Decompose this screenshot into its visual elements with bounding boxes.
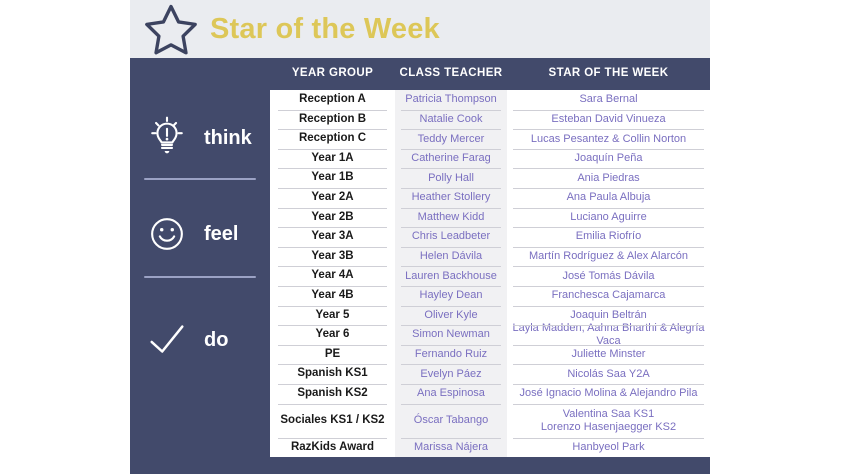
cell-year-group: Year 3B: [270, 246, 395, 267]
cell-year-group: RazKids Award: [270, 437, 395, 458]
checkmark-icon: [150, 325, 184, 353]
page-title: Star of the Week: [210, 12, 440, 45]
cell-star: Nicolás Saa Y2A: [507, 364, 710, 384]
cell-year-group: Spanish KS1: [270, 364, 395, 384]
column-header-star: STAR OF THE WEEK: [548, 67, 669, 79]
cell-star: Juliette Minster: [507, 344, 710, 365]
cell-star: José Tomás Dávila: [507, 266, 710, 286]
lightbulb-icon: [151, 116, 183, 154]
cell-class-teacher: Marissa Nájera: [395, 437, 507, 458]
cell-star: Lucas Pesantez & Collin Norton: [507, 129, 710, 149]
title-bar: Star of the Week: [130, 0, 710, 58]
cell-star: Valentina Saa KS1 Lorenzo Hasenjaegger KS…: [507, 403, 710, 438]
cell-class-teacher: Matthew Kidd: [395, 207, 507, 228]
sidebar-label-do: do: [204, 328, 229, 351]
sidebar-item-think: think: [130, 90, 270, 186]
cell-star: Joaquin Beltrán: [507, 305, 710, 326]
cell-star: Layla Madden, Aahna Bharthi & Alegría Va…: [507, 322, 710, 347]
cell-year-group: Spanish KS2: [270, 383, 395, 404]
cell-year-group: Year 2A: [270, 187, 395, 208]
cell-year-group: Year 1A: [270, 148, 395, 169]
cell-star: Sara Bernal: [579, 93, 638, 106]
column-header-year-group: YEAR GROUP: [291, 67, 374, 79]
cell-year-group: Reception A: [299, 93, 366, 106]
table-row: Reception C Teddy Mercer Lucas Pesantez & …: [270, 129, 710, 149]
sidebar-item-feel: feel: [130, 186, 270, 282]
table-row: Year 2B Matthew Kidd Luciano Aguirre: [270, 207, 710, 228]
cell-star: Franchesca Cajamarca: [507, 285, 710, 306]
cell-star: Esteban David Vinueza: [507, 109, 710, 130]
sidebar-divider-1: [144, 178, 256, 180]
cell-class-teacher: Lauren Backhouse: [395, 266, 507, 286]
table-row: RazKids Award Marissa Nájera Hanbyeol Park: [270, 437, 710, 458]
sidebar-divider-2: [144, 276, 256, 278]
sidebar-item-do: do: [130, 292, 270, 388]
table-row: Year 6 Simon Newman Layla Madden, Aahna Bh…: [270, 322, 710, 347]
cell-year-group: Reception B: [270, 109, 395, 130]
sidebar: think feel do: [130, 90, 270, 474]
table-row: Reception A Patricia Thompson Sara Bernal: [270, 90, 710, 110]
cell-class-teacher: Óscar Tabango: [395, 403, 507, 438]
cell-year-group: Reception C: [270, 129, 395, 149]
table-header-row: YEAR GROUP CLASS TEACHER STAR OF THE WEE…: [270, 58, 710, 90]
table-row: Year 5 Oliver Kyle Joaquin Beltrán: [270, 305, 710, 326]
table-row: Year 3B Helen Dávila Martín Rodríguez & Al…: [270, 246, 710, 267]
cell-star: Joaquín Peña: [507, 148, 710, 169]
sidebar-label-think: think: [204, 126, 252, 149]
cell-star: Emilia Riofrío: [507, 227, 710, 247]
cell-class-teacher: Ana Espinosa: [395, 383, 507, 404]
cell-class-teacher: Catherine Farag: [395, 148, 507, 169]
cell-year-group: Year 3A: [270, 227, 395, 247]
cell-star: José Ignacio Molina & Alejandro Pila: [507, 383, 710, 404]
cell-star: Ana Paula Albuja: [507, 187, 710, 208]
table-row: Year 2A Heather Stollery Ana Paula Albuja: [270, 187, 710, 208]
cell-class-teacher: Oliver Kyle: [395, 305, 507, 326]
cell-class-teacher: Fernando Ruiz: [395, 344, 507, 365]
cell-year-group: Year 2B: [270, 207, 395, 228]
cell-year-group: Year 1B: [270, 168, 395, 188]
table-row: PE Fernando Ruiz Juliette Minster: [270, 344, 710, 365]
table-row: Year 1A Catherine Farag Joaquín Peña: [270, 148, 710, 169]
cell-class-teacher: Hayley Dean: [395, 285, 507, 306]
table-row: Spanish KS1 Evelyn Páez Nicolás Saa Y2A: [270, 364, 710, 384]
table-row: Year 4A Lauren Backhouse José Tomás Dávila: [270, 266, 710, 286]
table-row: Sociales KS1 / KS2 Óscar Tabango Valentina…: [270, 403, 710, 438]
cell-class-teacher: Heather Stollery: [395, 187, 507, 208]
cell-class-teacher: Evelyn Páez: [395, 364, 507, 384]
star-outline-icon: [145, 4, 197, 55]
cell-class-teacher: Simon Newman: [395, 325, 507, 345]
cell-class-teacher: Natalie Cook: [395, 109, 507, 130]
cell-year-group: Year 4B: [270, 285, 395, 306]
teacher-column-background: [395, 90, 507, 457]
table-body: Reception A Patricia Thompson Sara Bernal R…: [270, 90, 710, 457]
cell-year-group: PE: [270, 344, 395, 365]
cell-star: Martín Rodríguez & Alex Alarcón: [507, 246, 710, 267]
cell-star: Hanbyeol Park: [507, 437, 710, 458]
cell-class-teacher: Teddy Mercer: [395, 129, 507, 149]
cell-class-teacher: Helen Dávila: [395, 246, 507, 267]
cell-star: Luciano Aguirre: [507, 207, 710, 228]
table-panel: Reception A Patricia Thompson Sara Bernal R…: [270, 90, 710, 457]
cell-year-group: Year 6: [270, 325, 395, 345]
table-row: Spanish KS2 Ana Espinosa José Ignacio Moli…: [270, 383, 710, 404]
column-header-class-teacher: CLASS TEACHER: [399, 67, 503, 79]
smiley-face-icon: [151, 218, 183, 250]
cell-class-teacher: Patricia Thompson: [405, 93, 497, 106]
cell-class-teacher: Chris Leadbeter: [395, 227, 507, 247]
table-row: Year 1B Polly Hall Ania Piedras: [270, 168, 710, 188]
table-row: Year 3A Chris Leadbeter Emilia Riofrío: [270, 227, 710, 247]
table-row: Year 4B Hayley Dean Franchesca Cajamarca: [270, 285, 710, 306]
cell-year-group: Sociales KS1 / KS2: [270, 403, 395, 438]
cell-year-group: Year 5: [270, 305, 395, 326]
sidebar-label-feel: feel: [204, 222, 239, 245]
cell-class-teacher: Polly Hall: [395, 168, 507, 188]
cell-star: Ania Piedras: [507, 168, 710, 188]
table-row: Reception B Natalie Cook Esteban David Vin…: [270, 109, 710, 130]
cell-year-group: Year 4A: [270, 266, 395, 286]
